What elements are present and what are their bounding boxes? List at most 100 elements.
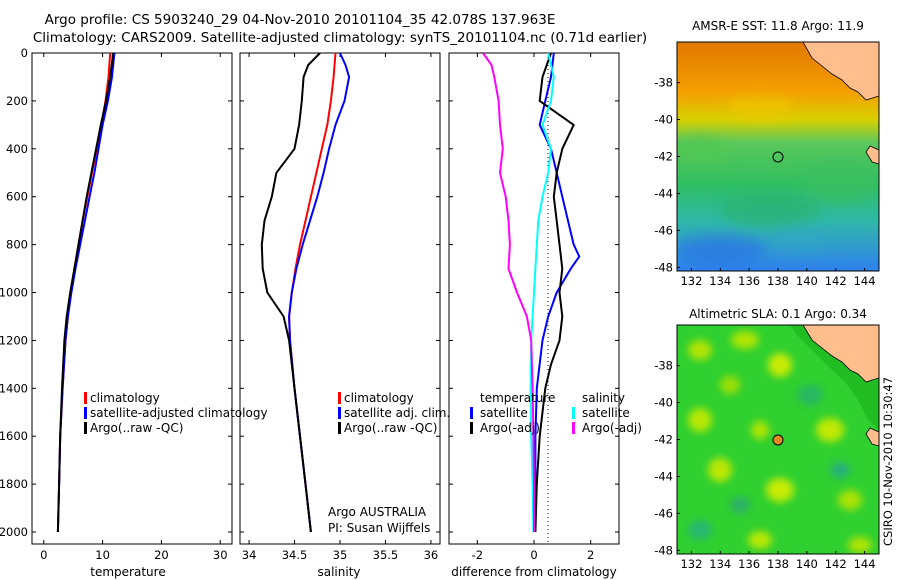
lat-tick-label: -44 [654, 469, 673, 483]
sla-map-axes: 132 134 136 138 140 142 144 -38 -40 -42 -44 -46 -48 [654, 359, 875, 571]
legend-swatch-satellite-salinity [572, 407, 575, 419]
lon-tick-label: 134 [709, 274, 731, 288]
lat-tick-label: -40 [654, 396, 673, 410]
series-argo-adj-temperature [534, 53, 575, 533]
annotation-pi: PI: Susan Wijffels [328, 521, 430, 535]
series-argo-adj-salinity [482, 53, 535, 532]
salinity-series [260, 53, 351, 533]
x-tick-label: -2 [472, 548, 483, 562]
lon-tick-label: 138 [767, 274, 789, 288]
legend-label-satellite: satellite adj. clim. [344, 406, 450, 420]
lon-tick-label: 142 [825, 557, 847, 571]
salinity-axis-label: salinity [317, 565, 360, 579]
difference-axis-label: difference from climatology [451, 565, 617, 579]
temperature-axis-label: temperature [90, 565, 165, 579]
difference-series [482, 53, 581, 533]
x-tick-label: 0 [40, 548, 47, 562]
lat-tick-label: -38 [654, 359, 673, 373]
legend-label-satellite-temperature: satellite [480, 406, 528, 420]
temperature-series [56, 53, 116, 533]
legend-label-argo-temperature: Argo(-adj) [480, 421, 540, 435]
y-tick-label: 1800 [0, 477, 28, 491]
lon-tick-label: 134 [709, 557, 731, 571]
legend-label-satellite-salinity: satellite [582, 406, 630, 420]
sst-argo-marker [772, 151, 784, 163]
lat-tick-label: -42 [654, 150, 673, 164]
credit-timestamp: CSIRO 10-Nov-2010 10:30:47 [881, 377, 895, 546]
salinity-axis: 34 34.5 35 35.5 36 [240, 52, 440, 562]
x-tick-label: 34 [242, 548, 257, 562]
x-tick-label: 34.5 [282, 548, 308, 562]
legend-label-argo-salinity: Argo(-adj) [582, 421, 642, 435]
legend-label-climatology: climatology [344, 391, 414, 405]
lat-tick-label: -44 [654, 186, 673, 200]
x-tick-label: 10 [95, 548, 110, 562]
y-tick-label: 2000 [0, 525, 28, 539]
legend-label-satellite: satellite-adjusted climatology [90, 406, 268, 420]
temperature-legend: climatology satellite-adjusted climatolo… [84, 391, 268, 435]
y-tick-label: 400 [6, 142, 28, 156]
lon-tick-label: 132 [680, 557, 702, 571]
legend-swatch-argo-salinity [572, 422, 575, 434]
legend-swatch-satellite [338, 407, 341, 419]
lon-tick-label: 136 [738, 557, 760, 571]
y-tick-label: 600 [6, 190, 28, 204]
title-line-1: Argo profile: CS 5903240_29 04-Nov-2010 … [45, 12, 556, 28]
lat-tick-label: -40 [654, 113, 673, 127]
legend-label-climatology: climatology [90, 391, 160, 405]
series-argo-raw-qc [56, 53, 115, 533]
lat-tick-label: -46 [654, 223, 673, 237]
lat-tick-label: -38 [654, 76, 673, 90]
series-satellite-adjusted-climatology [56, 53, 116, 533]
lat-tick-label: -48 [654, 543, 673, 557]
legend-heading-temperature: temperature [480, 391, 555, 405]
sla-map-field [677, 325, 879, 554]
series-climatology [288, 53, 337, 533]
series-satellite-temperature [533, 53, 581, 533]
land-australia [802, 325, 879, 383]
legend-label-argo: Argo(..raw -QC) [344, 421, 437, 435]
salinity-plot-frame [239, 52, 441, 545]
lon-tick-label: 132 [680, 274, 702, 288]
legend-swatch-argo [338, 422, 341, 434]
title-line-2: Climatology: CARS2009. Satellite-adjuste… [33, 30, 647, 46]
legend-swatch-climatology [84, 392, 87, 404]
lon-tick-label: 142 [825, 274, 847, 288]
lon-tick-label: 144 [854, 274, 876, 288]
x-tick-label: 30 [213, 548, 228, 562]
land-island [865, 427, 879, 447]
annotation-institution: Argo AUSTRALIA [328, 505, 427, 519]
land-australia [802, 42, 879, 101]
legend-swatch-climatology [338, 392, 341, 404]
sst-map-field [677, 42, 879, 271]
temperature-plot-frame [31, 52, 233, 545]
series-argo-raw-qc [260, 53, 321, 533]
lon-tick-label: 140 [796, 557, 818, 571]
sst-map-title: AMSR-E SST: 11.8 Argo: 11.9 [692, 19, 864, 33]
lat-tick-label: -42 [654, 433, 673, 447]
x-tick-label: 36 [424, 548, 439, 562]
y-tick-label: 1000 [0, 286, 28, 300]
y-tick-label: 1200 [0, 333, 28, 347]
legend-swatch-argo-temperature [470, 422, 473, 434]
x-tick-label: 0 [530, 548, 537, 562]
legend-swatch-argo [84, 422, 87, 434]
sla-map-title: Altimetric SLA: 0.1 Argo: 0.34 [689, 307, 867, 321]
legend-label-argo: Argo(..raw -QC) [90, 421, 183, 435]
legend-swatch-satellite [84, 407, 87, 419]
y-tick-label: 0 [21, 46, 28, 60]
lat-tick-label: -48 [654, 260, 673, 274]
y-tick-label: 1600 [0, 429, 28, 443]
difference-axis: -2 0 2 [449, 52, 619, 562]
x-tick-label: 35.5 [373, 548, 399, 562]
y-tick-label: 800 [6, 238, 28, 252]
y-tick-label: 200 [6, 94, 28, 108]
x-tick-label: 2 [587, 548, 594, 562]
lon-tick-label: 136 [738, 274, 760, 288]
difference-legend: temperature satellite Argo(-adj) salinit… [470, 391, 642, 435]
series-satellite-salinity [529, 53, 555, 533]
lon-tick-label: 138 [767, 557, 789, 571]
legend-swatch-satellite-temperature [470, 407, 473, 419]
sst-map-axes: 132 134 136 138 140 142 144 -38 -40 -42 -44 -46 -48 [654, 76, 875, 288]
